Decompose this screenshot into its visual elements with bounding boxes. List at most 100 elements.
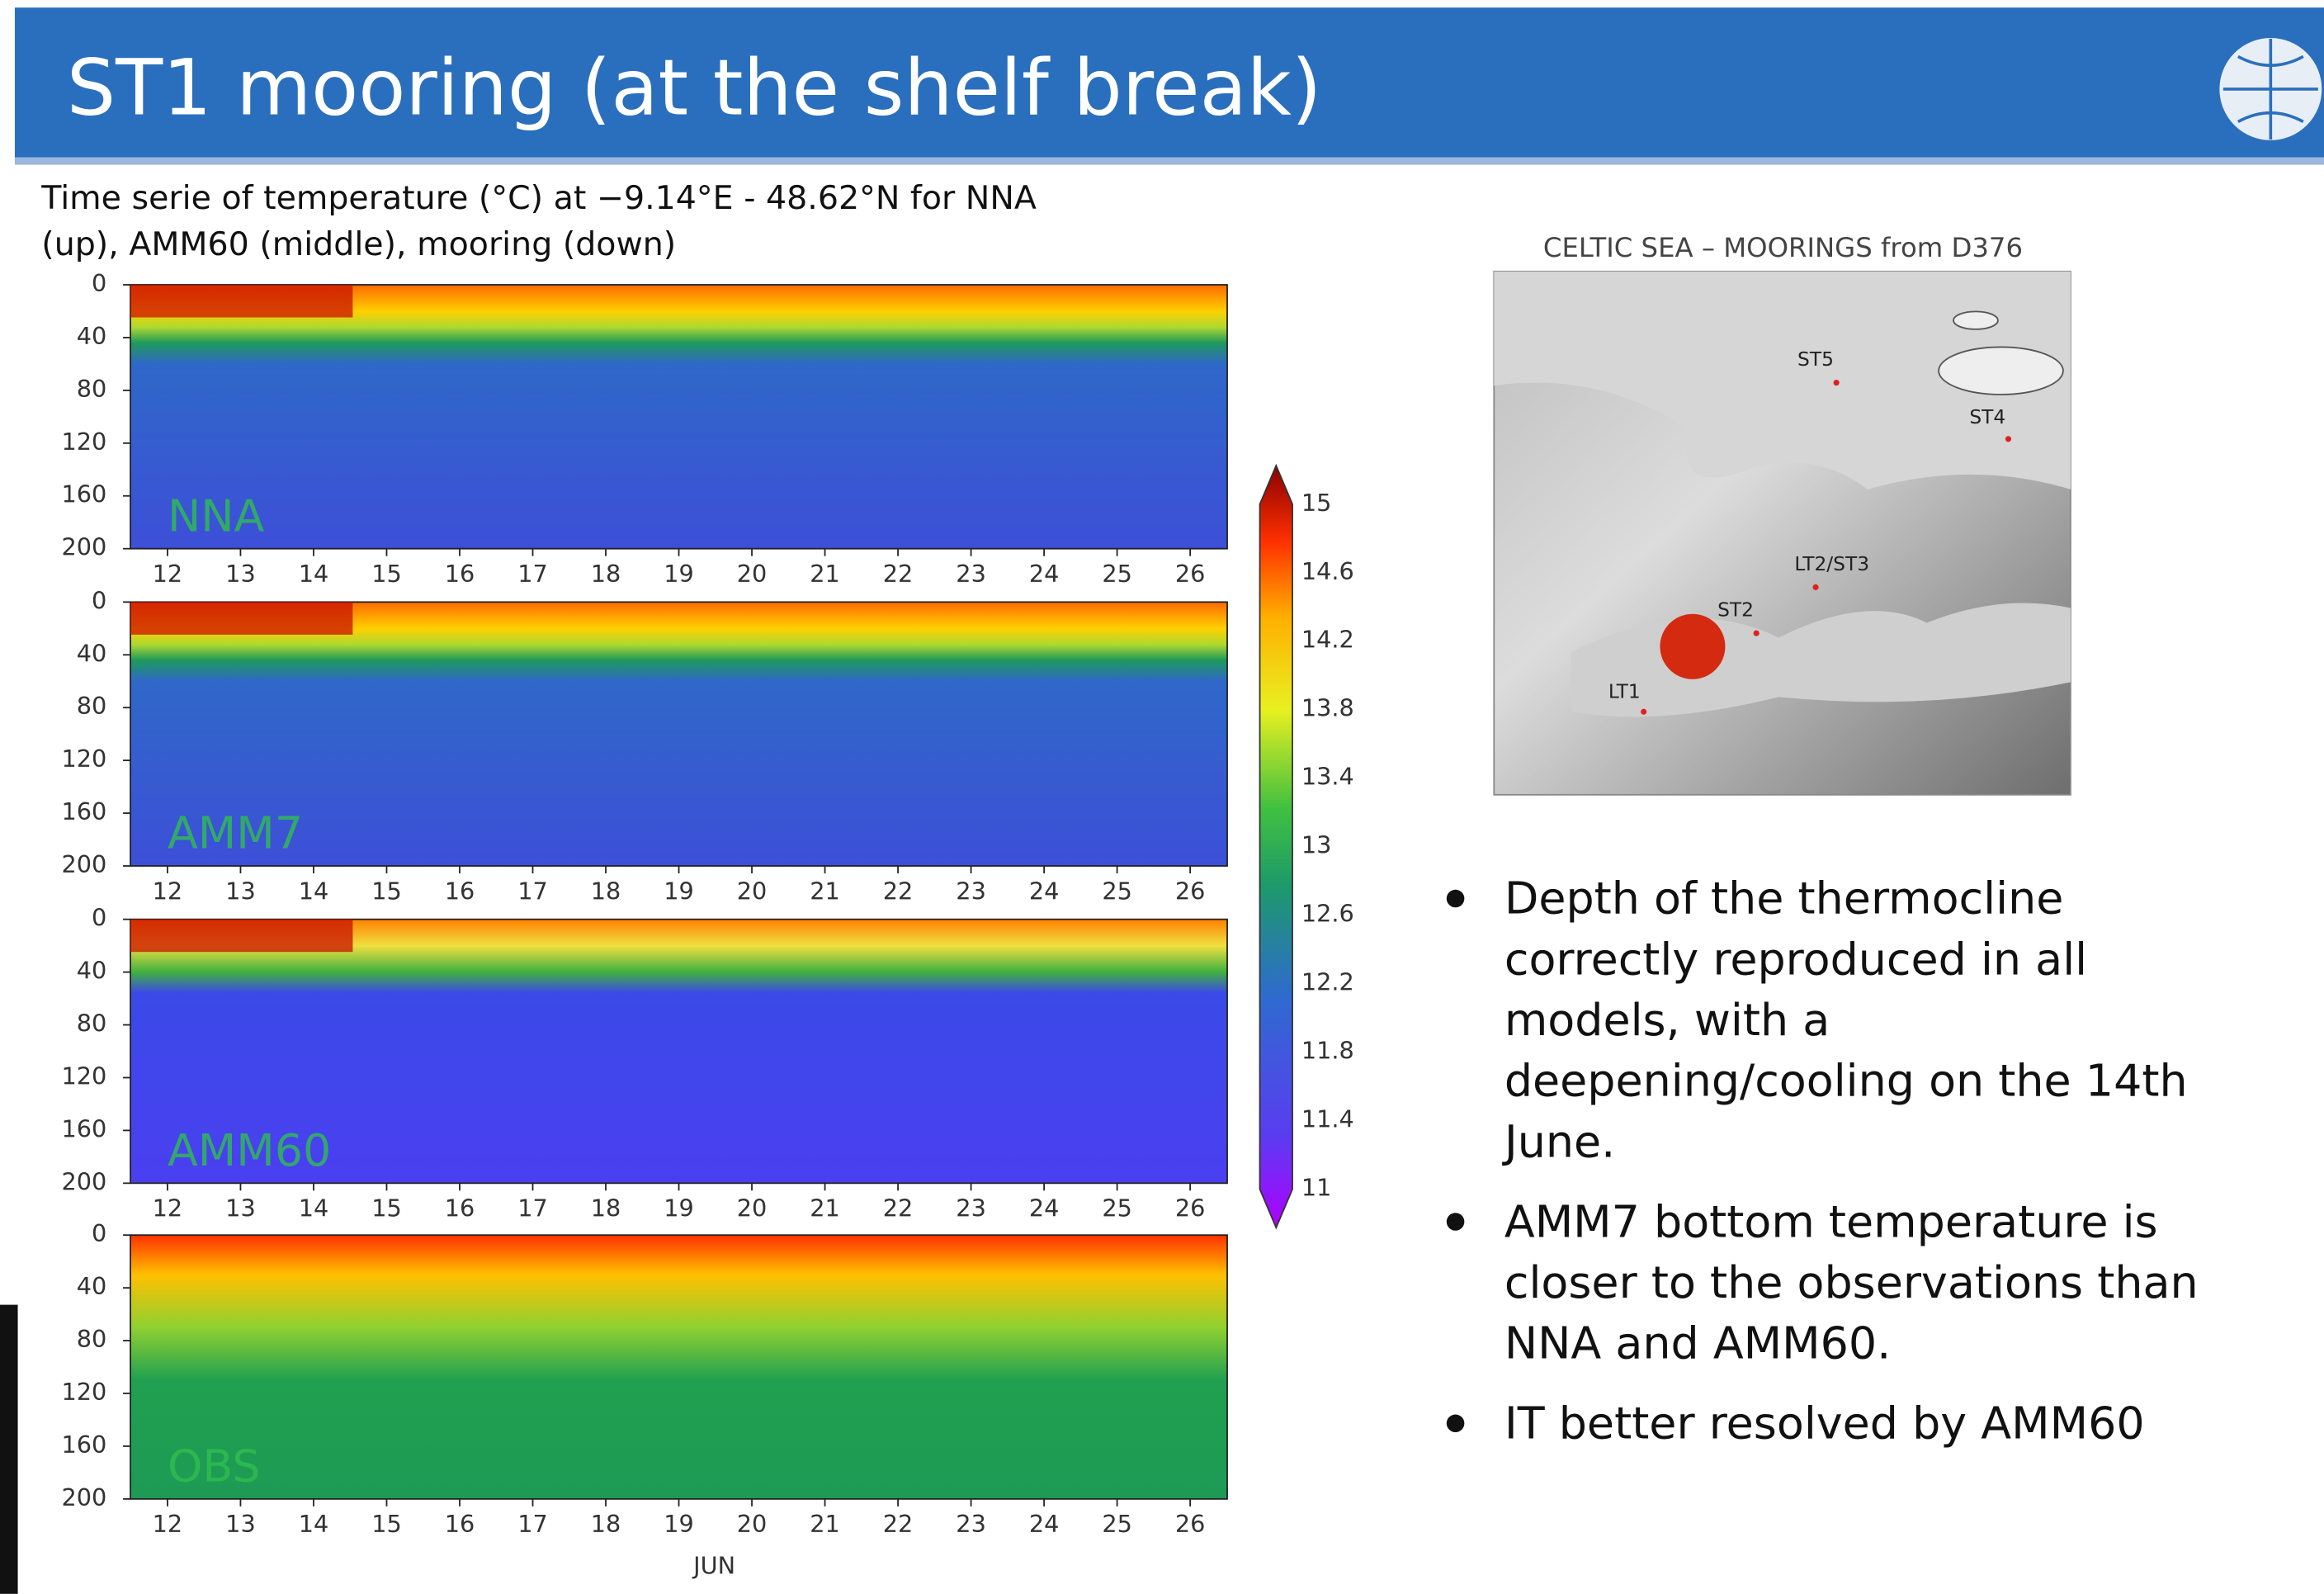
station-label: ST4 [1969,405,2005,428]
day-tick-label: 13 [225,1194,256,1223]
depth-tick-label: 120 [61,745,106,773]
day-tick-label: 14 [299,877,329,905]
day-tick-label: 17 [517,1510,548,1538]
day-tick-label: 21 [810,560,840,588]
edge-strip [0,1305,18,1594]
day-tick-label: 16 [445,877,475,905]
depth-tick-label: 0 [92,586,106,614]
warm-layer [130,285,352,318]
depth-tick-label: 160 [61,480,106,508]
day-tick-label: 17 [517,877,548,905]
map-title: CELTIC SEA – MOORINGS from D376 [1543,232,2023,263]
colorbar-tick-label: 11.8 [1301,1037,1354,1065]
day-tick-label: 24 [1029,560,1060,588]
colorbar-tick-label: 12.2 [1301,968,1354,996]
day-tick-label: 12 [153,1510,183,1538]
bullet-text: NNA and AMM60. [1504,1317,1891,1369]
depth-tick-label: 120 [61,1378,106,1406]
day-tick-label: 20 [737,1194,768,1223]
day-tick-label: 16 [445,1194,475,1223]
day-tick-label: 21 [810,1194,840,1223]
contour-plot [130,1235,1227,1499]
depth-tick-label: 80 [77,692,107,720]
day-tick-label: 14 [299,1510,329,1538]
panel-label: NNA [168,490,265,542]
depth-tick-label: 0 [92,904,106,932]
depth-tick-label: 200 [61,1483,106,1511]
day-tick-label: 13 [225,877,256,905]
day-tick-label: 13 [225,1510,256,1538]
day-tick-label: 24 [1029,877,1060,905]
station-dot [2005,436,2011,442]
depth-tick-label: 80 [77,1010,107,1038]
day-tick-label: 12 [153,560,183,588]
day-tick-label: 16 [445,560,475,588]
bullet-dot [1447,890,1465,908]
colorbar-tick-label: 11.4 [1301,1105,1354,1133]
day-tick-label: 25 [1102,1194,1132,1223]
day-tick-label: 15 [371,877,402,905]
warm-layer [130,920,352,953]
depth-tick-label: 80 [77,375,107,403]
day-tick-label: 17 [517,1194,548,1223]
day-tick-label: 18 [591,560,621,588]
colorbar-tick-label: 12.6 [1301,900,1354,928]
day-tick-label: 17 [517,560,548,588]
station-label: ST2 [1717,598,1754,622]
bullet-text: IT better resolved by AMM60 [1504,1398,2145,1450]
depth-tick-label: 40 [77,639,107,667]
depth-tick-label: 160 [61,1431,106,1459]
day-tick-label: 18 [591,877,621,905]
day-tick-label: 22 [883,1194,914,1223]
day-tick-label: 26 [1175,560,1206,588]
logo [2218,35,2324,142]
day-tick-label: 12 [153,877,183,905]
colorbar-tick-label: 13 [1301,831,1332,859]
day-tick-label: 20 [737,877,768,905]
day-tick-label: 26 [1175,1194,1206,1223]
day-tick-label: 18 [591,1510,621,1538]
panel-label: AMM7 [168,807,303,859]
day-tick-label: 15 [371,560,402,588]
warm-layer [130,602,352,635]
day-tick-label: 16 [445,1510,475,1538]
header-rule [15,158,2324,165]
day-tick-label: 14 [299,560,329,588]
day-tick-label: 25 [1102,560,1132,588]
month-label: JUN [692,1551,735,1579]
bullet-text: Depth of the thermocline [1504,873,2064,925]
depth-tick-label: 200 [61,850,106,878]
day-tick-label: 22 [883,877,914,905]
day-tick-label: 24 [1029,1194,1060,1223]
day-tick-label: 18 [591,1194,621,1223]
bullet-dot [1447,1415,1465,1433]
station-label: LT1 [1608,679,1641,702]
depth-tick-label: 40 [77,322,107,350]
map [1494,272,2071,795]
depth-tick-label: 40 [77,957,107,985]
bullet-dot [1447,1213,1465,1231]
day-tick-label: 23 [956,877,986,905]
contour-plot [130,285,1227,549]
day-tick-label: 25 [1102,877,1132,905]
day-tick-label: 15 [371,1510,402,1538]
colorbar [1260,466,1293,1227]
day-tick-label: 13 [225,560,256,588]
depth-tick-label: 120 [61,1062,106,1090]
bullet-text: deepening/cooling on the 14th [1504,1055,2188,1107]
bullet-text: correctly reproduced in all [1504,933,2087,985]
day-tick-label: 23 [956,1194,986,1223]
slide: ST1 mooring (at the shelf break) Time se… [0,0,2324,1594]
depth-tick-label: 0 [92,1219,106,1247]
day-tick-label: 12 [153,1194,183,1223]
slide-title: ST1 mooring (at the shelf break) [67,44,1322,134]
depth-tick-label: 160 [61,1114,106,1142]
bullet-text: June. [1502,1115,1615,1167]
station-dot [1754,630,1760,636]
depth-tick-label: 160 [61,797,106,825]
day-tick-label: 20 [737,1510,768,1538]
day-tick-label: 19 [664,560,694,588]
caption-line: Time serie of temperature (°C) at −9.14°… [40,179,1037,217]
station-label: ST5 [1797,348,1834,371]
depth-tick-label: 120 [61,428,106,456]
